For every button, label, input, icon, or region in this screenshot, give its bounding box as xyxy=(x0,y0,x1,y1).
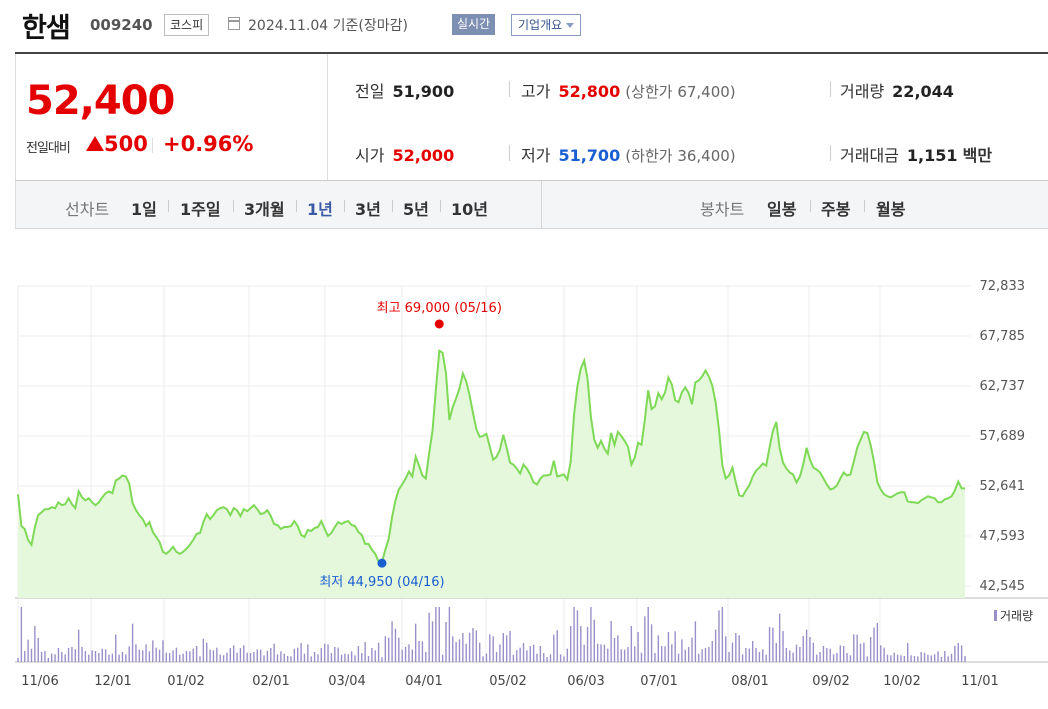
x-tick-label: 09/02 xyxy=(812,674,849,689)
up-triangle-icon xyxy=(86,136,104,151)
tabs-divider xyxy=(541,181,542,228)
divider xyxy=(509,81,510,97)
volume: 거래량 22,044 xyxy=(840,78,954,102)
candle-chart-label: 봉차트 xyxy=(700,200,745,219)
divider xyxy=(392,200,393,212)
x-tick-label: 06/03 xyxy=(567,674,604,689)
amount-label: 거래대금 xyxy=(840,146,899,165)
y-tick-label: 72,833 xyxy=(980,279,1026,294)
amount-value: 1,151 xyxy=(906,146,958,165)
tab-monthly[interactable]: 월봉 xyxy=(876,200,906,219)
divider xyxy=(152,138,153,153)
y-tick-label: 67,785 xyxy=(980,329,1026,344)
open-label: 시가 xyxy=(355,146,385,165)
x-tick-label: 04/01 xyxy=(405,674,442,689)
x-tick-label: 11/01 xyxy=(961,674,998,689)
current-price-panel: 52,400 전일대비 500 +0.96% xyxy=(15,54,328,180)
x-tick-label: 03/04 xyxy=(328,674,365,689)
y-axis-ticks: 72,833 67,785 62,737 57,689 52,641 47,593 42,5… xyxy=(980,279,1026,594)
divider xyxy=(344,200,345,212)
chart-grid xyxy=(15,285,1048,663)
tab-3months[interactable]: 3개월 xyxy=(244,200,285,219)
low-price: 저가 51,700 (하한가 36,400) xyxy=(521,142,736,166)
volume-legend: 거래량 xyxy=(1000,609,1033,623)
chevron-down-icon xyxy=(566,23,575,28)
price-chart: 72,833 67,785 62,737 57,689 52,641 47,593 42,5… xyxy=(0,232,1048,705)
high-label: 고가 xyxy=(521,82,551,101)
low-marker xyxy=(377,558,387,568)
trade-amount: 거래대금 1,151 백만 xyxy=(840,142,992,166)
volume-legend-icon xyxy=(994,610,997,621)
change-rate: +0.96% xyxy=(163,132,254,156)
tab-1week[interactable]: 1주일 xyxy=(180,200,221,219)
x-tick-label: 02/01 xyxy=(252,674,289,689)
market-badge: 코스피 xyxy=(164,14,210,36)
x-axis-ticks: 11/06 12/01 01/02 02/01 03/04 04/01 05/02 06/03… xyxy=(21,674,998,689)
divider xyxy=(296,200,297,212)
current-price: 52,400 xyxy=(26,78,175,124)
y-tick-label: 62,737 xyxy=(980,379,1026,394)
low-label: 저가 xyxy=(521,146,551,165)
y-tick-label: 42,545 xyxy=(980,579,1026,594)
high-value: 52,800 xyxy=(558,82,621,101)
price-area-fill xyxy=(18,350,965,598)
prev-close-value: 51,900 xyxy=(392,82,455,101)
stock-name: 한샘 xyxy=(22,13,71,44)
volume-value: 22,044 xyxy=(892,82,954,101)
price-summary: 52,400 전일대비 500 +0.96% 전일 51,900 고가 52,800… xyxy=(15,52,1048,181)
x-tick-label: 12/01 xyxy=(94,674,131,689)
divider xyxy=(440,200,441,212)
x-tick-label: 05/02 xyxy=(489,674,526,689)
change-value: 500 xyxy=(104,132,148,156)
divider xyxy=(168,200,169,212)
y-tick-label: 47,593 xyxy=(980,529,1026,544)
chart-period-tabs: 선차트 1일 1주일 3개월 1년 3년 5년 10년 봉차트 일봉 주봉 월봉 xyxy=(15,181,1048,229)
prev-close: 전일 51,900 xyxy=(355,78,454,102)
divider xyxy=(233,200,234,212)
company-overview-label: 기업개요 xyxy=(518,18,563,32)
tab-3years[interactable]: 3년 xyxy=(355,200,381,219)
stock-code: 009240 xyxy=(90,16,153,34)
amount-unit: 백만 xyxy=(962,146,993,165)
low-value: 51,700 xyxy=(558,146,621,165)
company-overview-dropdown[interactable]: 기업개요 xyxy=(511,14,582,36)
basis-date: 2024.11.04 기준(장마감) xyxy=(248,18,408,34)
divider xyxy=(830,81,831,97)
tab-1day[interactable]: 1일 xyxy=(131,200,157,219)
stock-header: 한샘 009240 코스피 2024.11.04 기준(장마감) 실시간 기업개… xyxy=(0,0,1048,44)
x-tick-label: 07/01 xyxy=(640,674,677,689)
upper-limit: (상한가 67,400) xyxy=(625,83,736,101)
tab-daily[interactable]: 일봉 xyxy=(767,200,797,219)
y-tick-label: 57,689 xyxy=(980,429,1026,444)
change-label: 전일대비 xyxy=(26,141,71,156)
divider xyxy=(810,200,811,212)
x-tick-label: 08/01 xyxy=(731,674,768,689)
low-annotation: 최저 44,950 (04/16) xyxy=(319,575,444,590)
calendar-icon xyxy=(228,17,240,30)
price-line xyxy=(17,349,965,564)
high-annotation: 최고 69,000 (05/16) xyxy=(377,301,502,316)
x-tick-label: 01/02 xyxy=(167,674,204,689)
x-tick-label: 10/02 xyxy=(883,674,920,689)
prev-close-label: 전일 xyxy=(355,82,385,101)
open-value: 52,000 xyxy=(392,146,455,165)
x-tick-label: 11/06 xyxy=(21,674,58,689)
divider xyxy=(509,145,510,161)
y-tick-label: 52,641 xyxy=(980,479,1026,494)
tab-1year[interactable]: 1년 xyxy=(307,200,333,219)
realtime-button[interactable]: 실시간 xyxy=(452,14,496,35)
tab-weekly[interactable]: 주봉 xyxy=(821,200,851,219)
volume-bars xyxy=(17,607,966,662)
volume-label: 거래량 xyxy=(840,82,885,101)
tab-10years[interactable]: 10년 xyxy=(451,200,488,219)
line-chart-label: 선차트 xyxy=(65,200,110,219)
divider xyxy=(830,145,831,161)
lower-limit: (하한가 36,400) xyxy=(625,147,736,165)
price-chart-svg: 72,833 67,785 62,737 57,689 52,641 47,593 42,5… xyxy=(15,279,1048,689)
divider xyxy=(864,200,865,212)
high-price: 고가 52,800 (상한가 67,400) xyxy=(521,78,736,102)
tab-5years[interactable]: 5년 xyxy=(403,200,429,219)
high-marker xyxy=(434,319,444,329)
open-price: 시가 52,000 xyxy=(355,142,454,166)
